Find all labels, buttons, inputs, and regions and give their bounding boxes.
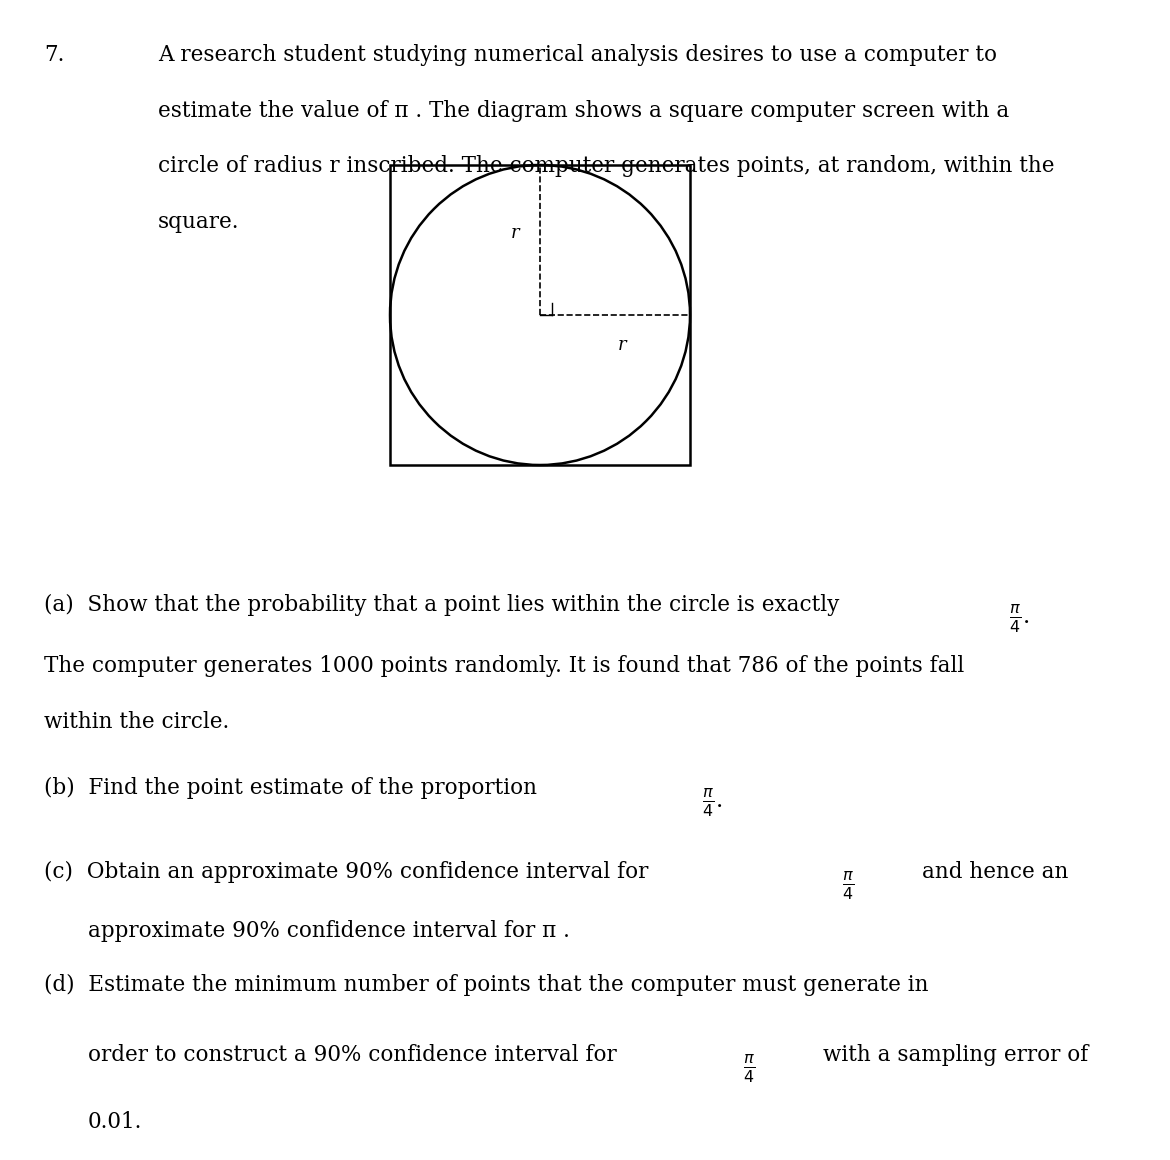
Text: square.: square. <box>158 211 240 233</box>
Text: (c)  Obtain an approximate 90% confidence interval for: (c) Obtain an approximate 90% confidence… <box>44 861 649 883</box>
Text: within the circle.: within the circle. <box>44 711 229 733</box>
Text: approximate 90% confidence interval for π .: approximate 90% confidence interval for … <box>88 920 570 942</box>
Text: 0.01.: 0.01. <box>88 1111 142 1133</box>
Text: $\frac{\pi}{4}$: $\frac{\pi}{4}$ <box>743 1053 755 1086</box>
Text: $\frac{\pi}{4}$: $\frac{\pi}{4}$ <box>842 870 854 902</box>
Text: r: r <box>510 224 519 241</box>
Text: (d)  Estimate the minimum number of points that the computer must generate in: (d) Estimate the minimum number of point… <box>44 974 929 996</box>
Text: The computer generates 1000 points randomly. It is found that 786 of the points : The computer generates 1000 points rando… <box>44 655 965 677</box>
Text: circle of radius r inscribed. The computer generates points, at random, within t: circle of radius r inscribed. The comput… <box>158 155 1054 177</box>
Text: r: r <box>618 336 627 354</box>
Text: $\frac{\pi}{4}$.: $\frac{\pi}{4}$. <box>702 786 722 819</box>
Text: order to construct a 90% confidence interval for: order to construct a 90% confidence inte… <box>88 1044 617 1066</box>
Text: 7.: 7. <box>44 44 64 66</box>
Text: A research student studying numerical analysis desires to use a computer to: A research student studying numerical an… <box>158 44 997 66</box>
Bar <box>390 165 690 465</box>
Text: and hence an: and hence an <box>922 861 1068 883</box>
Text: estimate the value of π . The diagram shows a square computer screen with a: estimate the value of π . The diagram sh… <box>158 100 1010 122</box>
Text: with a sampling error of: with a sampling error of <box>823 1044 1088 1066</box>
Text: (a)  Show that the probability that a point lies within the circle is exactly: (a) Show that the probability that a poi… <box>44 594 840 616</box>
Text: $\frac{\pi}{4}$.: $\frac{\pi}{4}$. <box>1009 603 1028 636</box>
Text: (b)  Find the point estimate of the proportion: (b) Find the point estimate of the propo… <box>44 777 537 799</box>
